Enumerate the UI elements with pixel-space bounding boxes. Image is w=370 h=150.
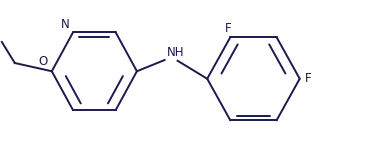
Text: O: O <box>38 55 47 68</box>
Text: F: F <box>225 22 232 35</box>
Text: N: N <box>61 18 70 31</box>
Text: NH: NH <box>166 46 184 59</box>
Text: F: F <box>305 72 312 85</box>
